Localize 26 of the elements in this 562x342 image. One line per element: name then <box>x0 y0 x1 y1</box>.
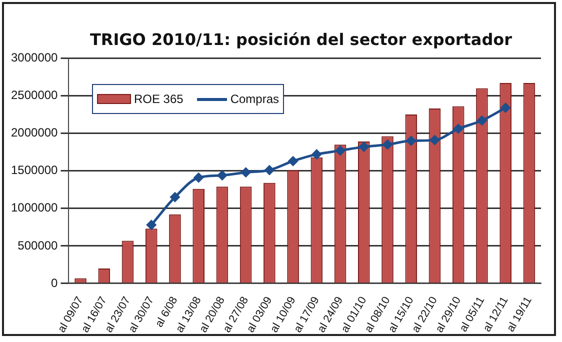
point <box>312 150 322 160</box>
legend-label: Compras <box>230 92 280 106</box>
y-tick-label: 2000000 <box>11 126 58 140</box>
point <box>359 142 369 152</box>
y-tick-label: 1500000 <box>11 163 58 178</box>
point <box>264 165 274 175</box>
point <box>406 136 416 146</box>
y-tick-label: 3000000 <box>11 50 58 65</box>
point <box>454 124 464 134</box>
y-tick-label: 1000000 <box>11 200 58 215</box>
legend-label: ROE 365 <box>134 92 184 106</box>
point <box>430 135 440 145</box>
point <box>170 192 180 202</box>
point <box>217 170 227 180</box>
y-tick-label: 0 <box>51 276 58 290</box>
point <box>241 168 251 178</box>
point <box>500 103 510 113</box>
y-tick-label: 500000 <box>18 238 58 252</box>
y-tick-label: 2500000 <box>11 88 58 102</box>
point <box>382 140 392 150</box>
point <box>336 146 346 156</box>
point <box>194 172 204 182</box>
chart-title: TRIGO 2010/11: posición del sector exportador <box>88 30 514 49</box>
point <box>477 116 487 126</box>
point <box>146 220 156 230</box>
point <box>288 156 298 166</box>
